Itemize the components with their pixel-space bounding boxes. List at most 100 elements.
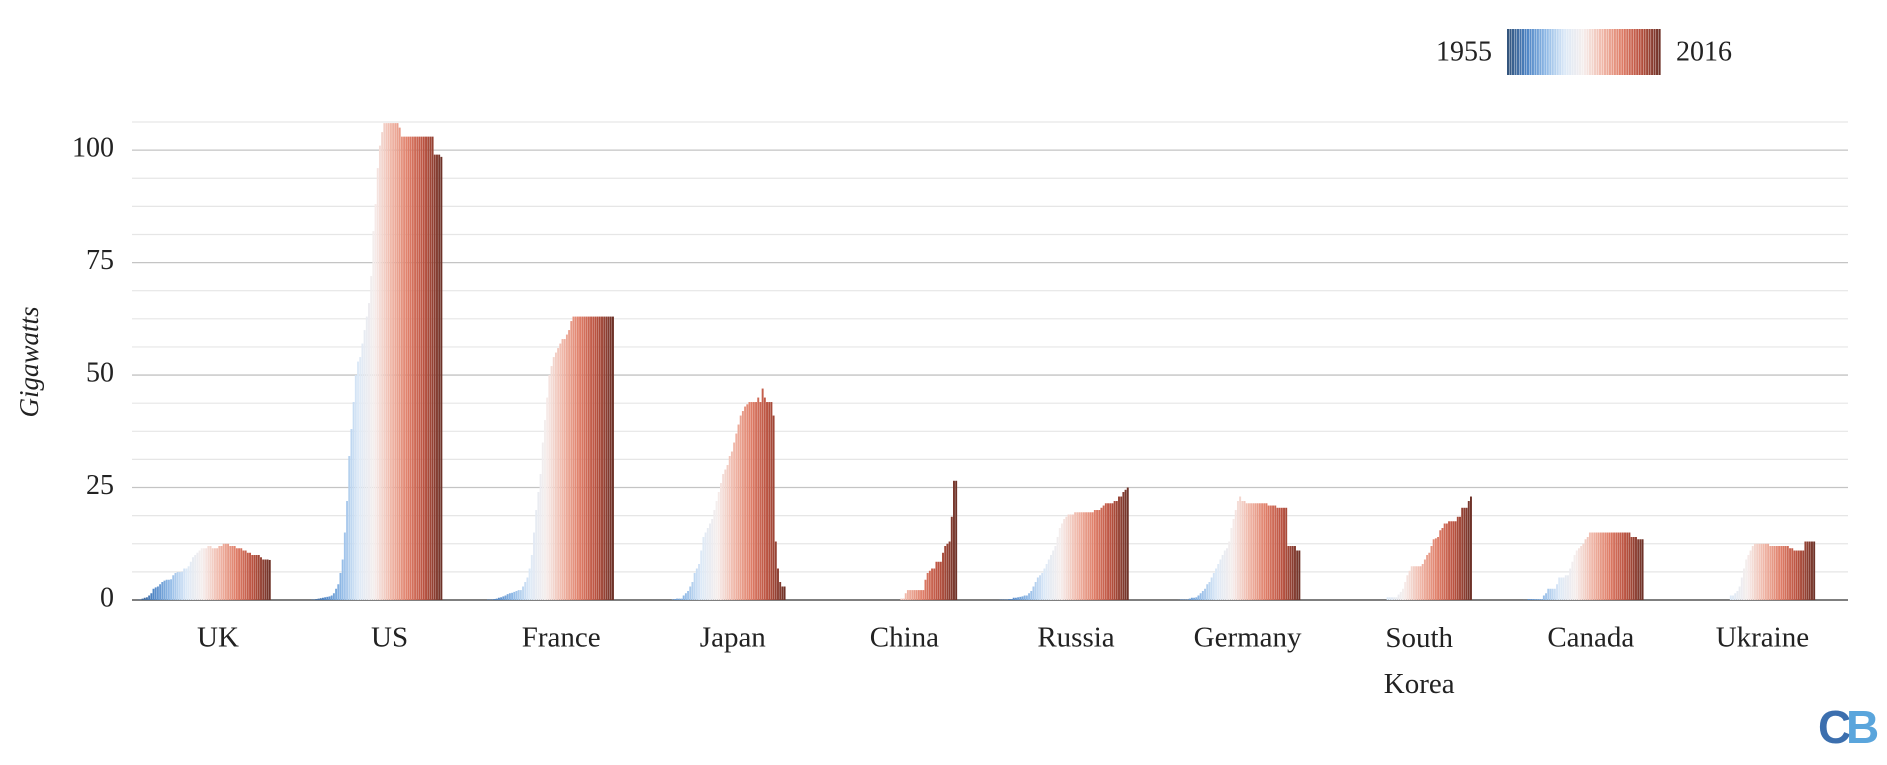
bar [579, 316, 582, 600]
bar [513, 591, 516, 600]
bar [1025, 595, 1028, 600]
bar [385, 123, 388, 601]
bar [684, 593, 687, 600]
bar [348, 456, 351, 600]
bar [1745, 559, 1748, 600]
bar [1556, 584, 1558, 600]
bar [1454, 521, 1457, 600]
bar [174, 573, 177, 600]
legend-swatch [1633, 29, 1636, 75]
bar [319, 598, 322, 600]
bar [422, 136, 425, 601]
bar [414, 136, 417, 601]
bar [550, 366, 553, 600]
bar [1606, 532, 1609, 600]
bar [1107, 503, 1109, 600]
bar [1595, 532, 1598, 600]
bar [324, 597, 327, 600]
x-tick-label: South Korea [1384, 622, 1455, 700]
bar [1412, 566, 1415, 600]
logo-letter: B [1846, 701, 1879, 753]
y-tick-label: 75 [86, 245, 114, 276]
bar [906, 590, 909, 600]
bar [709, 523, 711, 600]
legend-swatch [1509, 29, 1512, 75]
bar [1467, 501, 1470, 600]
bar [942, 552, 944, 600]
bar [763, 397, 766, 600]
bar [590, 316, 593, 600]
legend-swatch [1608, 29, 1611, 75]
bar [1193, 597, 1196, 600]
bar [368, 303, 370, 600]
bar [1050, 555, 1052, 600]
bar [546, 397, 549, 600]
bar [517, 590, 520, 600]
bar [1586, 537, 1589, 600]
bar [1278, 507, 1281, 600]
bar [1591, 532, 1594, 600]
bar [1028, 593, 1031, 600]
bar [922, 590, 925, 600]
bar [436, 154, 438, 601]
bar [1802, 550, 1805, 600]
bar [394, 123, 397, 601]
bar [1758, 543, 1761, 600]
bar [1054, 546, 1057, 600]
legend-swatch [1554, 29, 1557, 75]
bar [167, 579, 170, 600]
bar [1263, 503, 1266, 600]
bar [249, 552, 251, 600]
legend-swatch [1593, 29, 1597, 75]
bar [1791, 548, 1794, 600]
bar [1560, 577, 1563, 600]
bar [519, 590, 522, 600]
bar [948, 541, 951, 600]
bar [950, 516, 953, 600]
bar [1276, 507, 1279, 600]
bar [1780, 546, 1783, 600]
bar [1452, 521, 1455, 600]
legend-swatch [1519, 29, 1522, 75]
bar [1415, 566, 1418, 600]
bar [1549, 588, 1552, 600]
legend-swatch [1601, 29, 1604, 75]
bar [689, 586, 692, 600]
bar [240, 548, 243, 600]
bar [770, 402, 773, 600]
bar [405, 136, 408, 601]
bar [1456, 516, 1459, 600]
bar [691, 582, 694, 600]
bar [1784, 546, 1787, 600]
bar [581, 316, 584, 600]
bar [1197, 595, 1200, 600]
legend-swatch [1631, 29, 1634, 75]
bar [416, 136, 419, 601]
bar [761, 388, 764, 600]
legend-swatch [1516, 29, 1520, 75]
bar [1617, 532, 1620, 600]
bar [772, 415, 775, 600]
bar [1254, 503, 1257, 600]
bar [676, 598, 679, 600]
bar [1527, 599, 1530, 600]
legend-swatch [1507, 29, 1510, 75]
bar [944, 546, 947, 600]
bar [1391, 597, 1393, 600]
bar [372, 231, 375, 600]
bar [315, 599, 318, 600]
bar [145, 597, 148, 600]
bar [1540, 599, 1543, 600]
bar [1291, 546, 1294, 600]
bar [583, 316, 586, 600]
bar [1461, 507, 1464, 600]
bar [1567, 575, 1569, 600]
bar [330, 595, 333, 600]
bar [673, 599, 676, 600]
bar [1448, 521, 1451, 600]
x-tick-label: China [870, 622, 939, 654]
bar [365, 316, 368, 600]
bar [165, 579, 168, 600]
